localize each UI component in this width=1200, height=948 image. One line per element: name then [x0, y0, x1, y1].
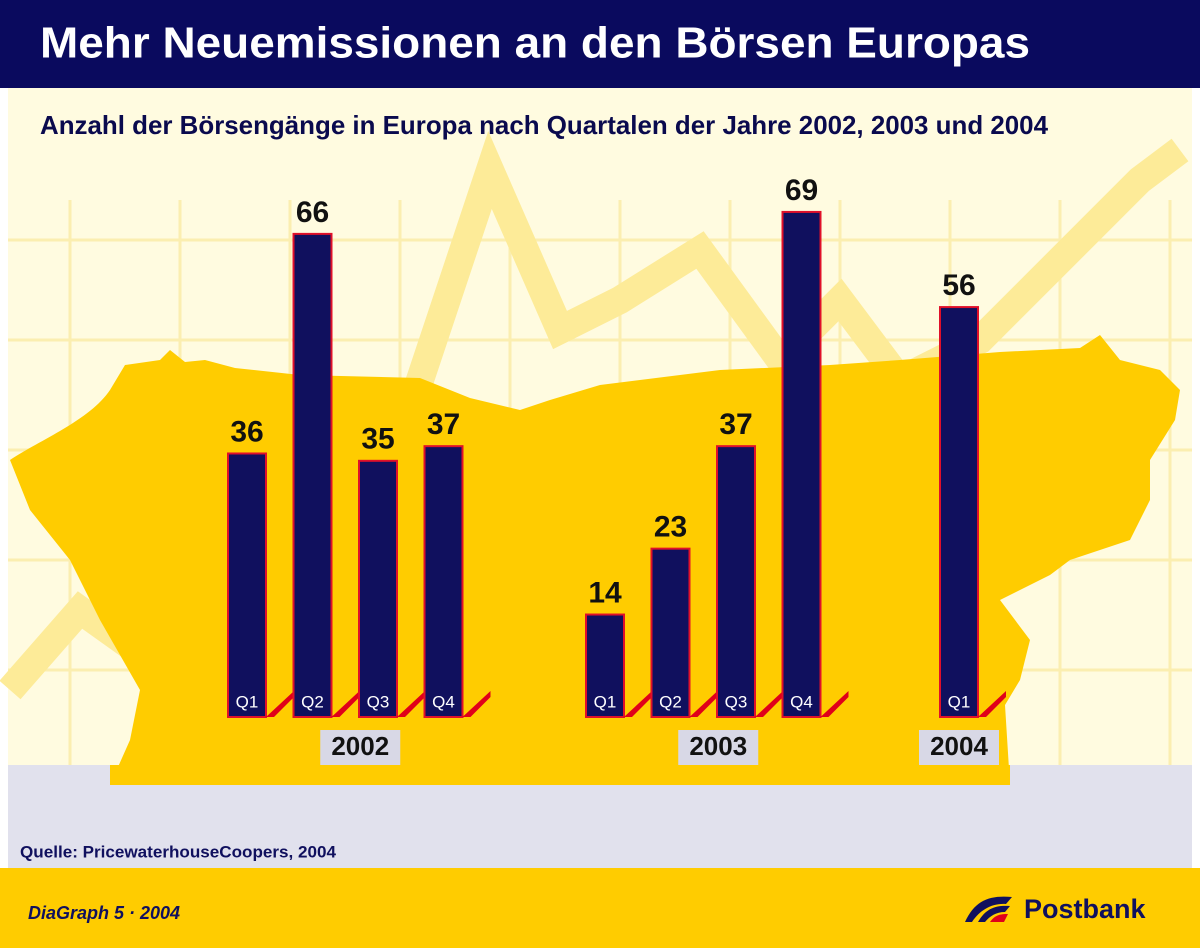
year-box [678, 730, 759, 765]
category-label: Q4 [790, 692, 813, 711]
bar [650, 547, 691, 719]
value-label: 23 [654, 511, 687, 544]
postbank-logo [965, 896, 1012, 922]
bar [939, 306, 979, 718]
bar-accent [462, 691, 491, 717]
bar [716, 445, 756, 718]
bar [585, 613, 625, 719]
chart-subtitle: Anzahl der Börsengänge in Europa nach Qu… [40, 110, 1049, 140]
header-bar [0, 0, 1200, 88]
category-label: Q2 [301, 692, 324, 711]
bar-accent [820, 691, 849, 717]
category-label: Q1 [594, 692, 617, 711]
chart-title: Mehr Neuemissionen an den Börsen Europas [40, 19, 1030, 68]
footer-credit: DiaGraph 5 · 2004 [28, 903, 180, 923]
bull-base [110, 765, 1010, 785]
year-label: 2002 [331, 731, 389, 761]
bar [781, 210, 822, 718]
bar [227, 452, 267, 718]
year-label: 2004 [930, 731, 988, 761]
value-label: 36 [230, 415, 263, 448]
footer-brand: Postbank [1024, 894, 1147, 924]
value-label: 37 [719, 408, 752, 441]
category-label: Q3 [367, 692, 390, 711]
bar-accent [624, 691, 652, 717]
value-label: 14 [588, 576, 622, 609]
year-box [320, 730, 401, 765]
bar-accent [397, 691, 425, 717]
value-label: 69 [785, 174, 818, 207]
bar-accent [755, 691, 783, 717]
category-label: Q1 [948, 692, 971, 711]
category-label: Q4 [432, 692, 455, 711]
category-label: Q3 [725, 692, 748, 711]
value-label: 37 [427, 408, 460, 441]
bar-accent [331, 691, 360, 717]
bar-accent [266, 691, 294, 717]
bar [423, 445, 464, 718]
category-label: Q1 [236, 692, 259, 711]
bar [292, 232, 333, 718]
category-label: Q2 [659, 692, 682, 711]
value-label: 35 [361, 423, 394, 456]
value-label: 66 [296, 196, 329, 229]
year-label: 2003 [689, 731, 747, 761]
source-note: Quelle: PricewaterhouseCoopers, 2004 [20, 842, 337, 861]
year-box [919, 730, 999, 765]
bar-accent [689, 691, 718, 717]
bar [358, 459, 398, 718]
bar-accent [978, 691, 1006, 717]
value-label: 56 [942, 269, 975, 302]
